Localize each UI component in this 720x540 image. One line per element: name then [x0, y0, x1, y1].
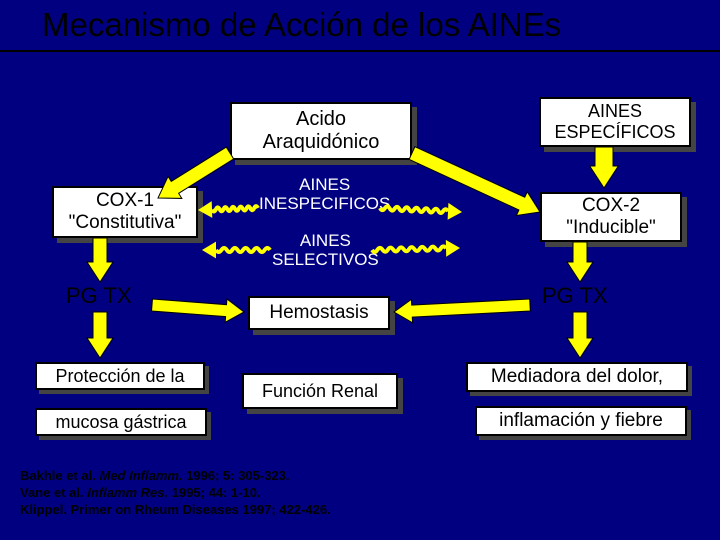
reference-2: Klippel. Primer on Rheum Diseases 1997; … [20, 502, 331, 518]
arrows-layer [0, 0, 720, 540]
reference-0: Bakhle et al. Med Inflamm. 1996; 5: 305-… [20, 468, 290, 484]
reference-1: Vane et al. Inflamm Res. 1995; 44: 1-10. [20, 485, 261, 501]
